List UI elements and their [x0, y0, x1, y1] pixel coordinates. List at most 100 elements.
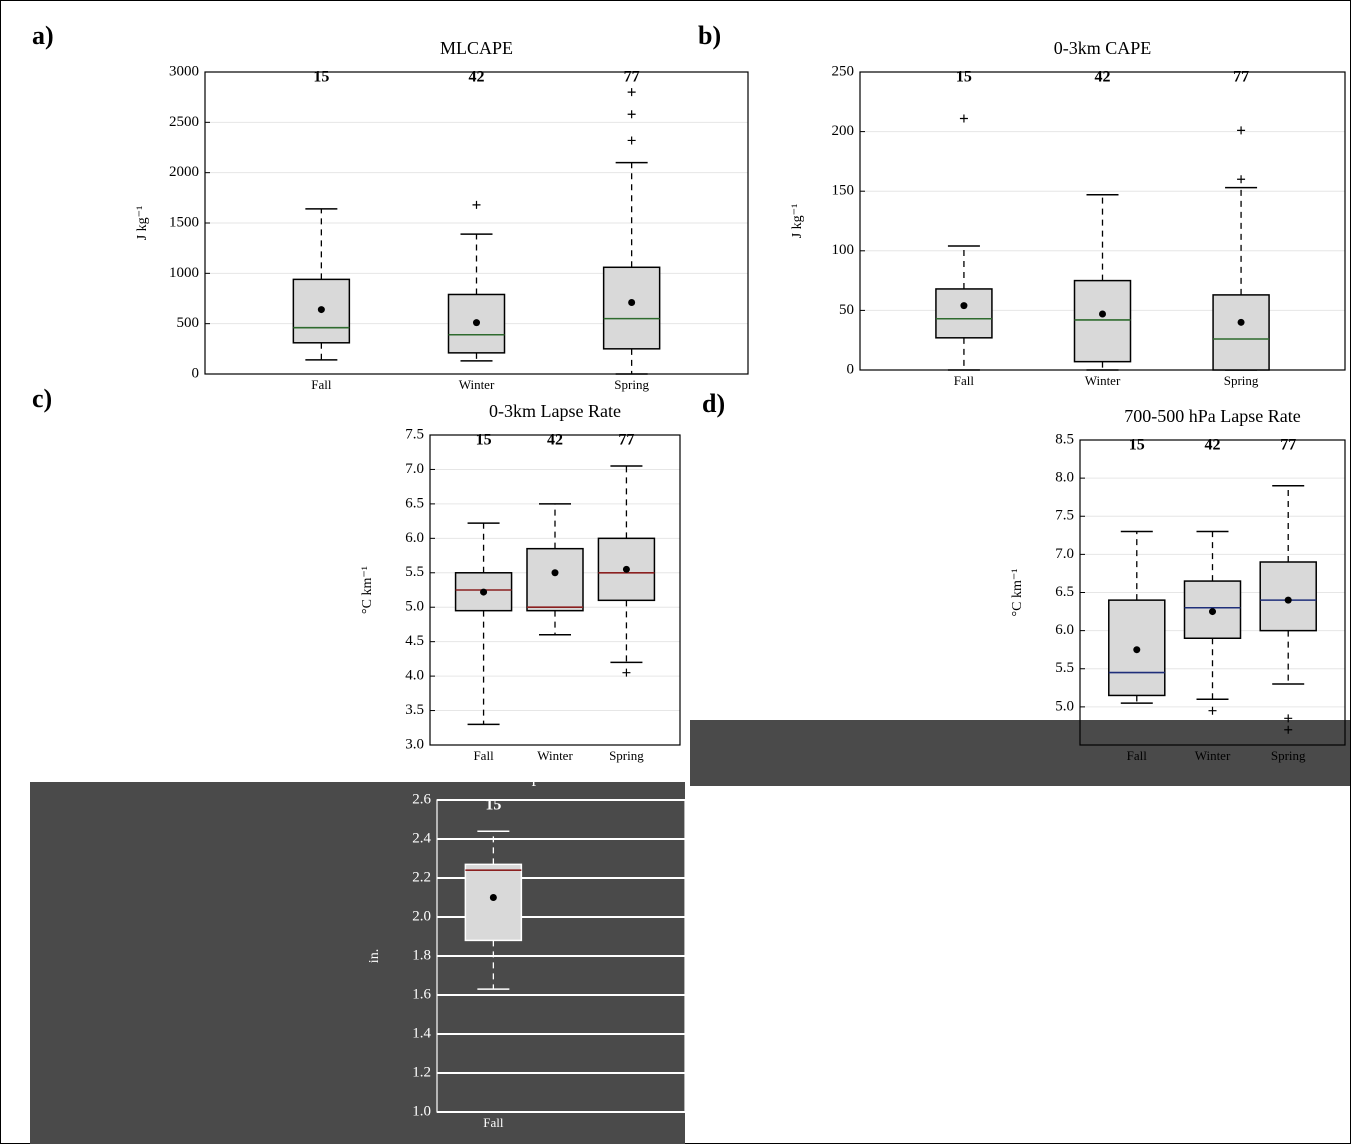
y-tick-label: 2.0 — [412, 908, 431, 924]
count-label: 42 — [1095, 69, 1111, 86]
count-label: 77 — [624, 69, 640, 86]
count-label: 15 — [313, 69, 329, 86]
y-tick-label: 7.0 — [405, 461, 424, 477]
panel-label: b) — [698, 21, 721, 50]
y-tick-label: 3000 — [169, 63, 199, 79]
y-tick-label: 8.0 — [1055, 470, 1074, 486]
flier — [1284, 725, 1293, 734]
box — [1259, 561, 1317, 632]
y-tick-label: 0 — [192, 365, 200, 381]
y-tick-label: 2.4 — [412, 830, 431, 846]
mean-marker — [1284, 596, 1292, 604]
y-tick-label: 8.5 — [1055, 431, 1074, 447]
count-label: 15 — [956, 69, 972, 86]
mean-marker — [551, 569, 559, 577]
y-tick-label: 500 — [177, 315, 200, 331]
dark-strip — [690, 720, 1350, 786]
y-axis-label: in. — [367, 949, 382, 963]
y-axis-label: J kg⁻¹ — [135, 206, 150, 241]
y-tick-label: 3.0 — [405, 736, 424, 752]
flier — [627, 110, 636, 119]
y-tick-label: 7.5 — [1055, 508, 1074, 524]
mean-marker — [317, 306, 325, 314]
x-tick-label: Winter — [459, 377, 495, 392]
flier — [1237, 126, 1246, 135]
y-tick-label: 1000 — [169, 265, 199, 281]
flier — [959, 114, 968, 123]
y-tick-label: 1.6 — [412, 986, 431, 1002]
y-axis-label: °C km⁻¹ — [360, 566, 375, 614]
y-tick-label: 5.5 — [1055, 660, 1074, 676]
y-tick-label: 3.5 — [405, 702, 424, 718]
chart-title: Precipitable Water — [495, 766, 628, 786]
x-tick-label: Fall — [473, 748, 494, 763]
x-tick-label: Spring — [1224, 373, 1259, 388]
count-label: 15 — [476, 432, 492, 449]
y-tick-label: 2.6 — [412, 791, 431, 807]
y-tick-label: 6.5 — [405, 495, 424, 511]
x-tick-label: Spring — [609, 748, 644, 763]
mean-marker — [1209, 608, 1216, 616]
y-tick-label: 2000 — [169, 164, 199, 180]
mean-marker — [1133, 646, 1141, 654]
y-tick-label: 1.0 — [412, 1103, 431, 1119]
flier — [1208, 706, 1217, 715]
mean-marker — [960, 302, 968, 310]
y-tick-label: 50 — [839, 302, 854, 318]
flier — [622, 668, 631, 677]
mean-marker — [489, 894, 497, 901]
panel-label: d) — [702, 389, 725, 418]
chart-title: MLCAPE — [440, 38, 513, 58]
y-tick-label: 100 — [832, 242, 855, 258]
mean-marker — [473, 319, 480, 327]
box — [526, 547, 584, 612]
y-tick-label: 6.0 — [405, 530, 424, 546]
y-tick-label: 150 — [832, 183, 855, 199]
x-tick-label: Winter — [537, 748, 573, 763]
flier — [1284, 714, 1293, 723]
count-label: 77 — [1280, 437, 1296, 454]
mean-marker — [480, 588, 488, 596]
box — [1073, 279, 1132, 363]
y-tick-label: 5.5 — [405, 564, 424, 580]
plot-frame — [1079, 439, 1346, 746]
flier — [627, 136, 636, 145]
y-tick-label: 5.0 — [1055, 698, 1074, 714]
y-tick-label: 200 — [832, 123, 855, 139]
y-tick-label: 7.5 — [405, 426, 424, 442]
flier — [627, 88, 636, 97]
y-tick-label: 7.0 — [1055, 546, 1074, 562]
y-tick-label: 1.4 — [412, 1025, 431, 1041]
chart-title: 0-3km CAPE — [1054, 38, 1152, 58]
mean-marker — [1099, 310, 1106, 318]
box — [935, 288, 993, 339]
box — [602, 266, 661, 350]
count-label: 77 — [1233, 69, 1249, 86]
x-tick-label: Spring — [614, 377, 649, 392]
mean-marker — [622, 565, 630, 573]
flier — [1237, 175, 1246, 184]
y-tick-label: 5.0 — [405, 599, 424, 615]
y-tick-label: 250 — [832, 63, 855, 79]
plot-frame — [429, 434, 681, 746]
count-label: 42 — [1205, 437, 1221, 454]
y-axis-label: J kg⁻¹ — [790, 204, 805, 239]
chart-title: 0-3km Lapse Rate — [489, 401, 621, 421]
box — [464, 863, 523, 942]
y-tick-label: 6.0 — [1055, 622, 1074, 638]
plot-frame — [204, 71, 749, 375]
x-tick-label: Fall — [1127, 748, 1148, 763]
box — [1212, 294, 1270, 371]
y-tick-label: 1500 — [169, 214, 199, 230]
chart-title: 700-500 hPa Lapse Rate — [1124, 406, 1300, 426]
y-tick-label: 4.0 — [405, 668, 424, 684]
x-tick-label: Winter — [1085, 373, 1121, 388]
y-tick-label: 2.2 — [412, 869, 431, 885]
y-tick-label: 1.2 — [412, 1064, 431, 1080]
plot-frame — [436, 799, 686, 1113]
count-label: 15 — [1129, 437, 1145, 454]
mean-marker — [1237, 318, 1245, 326]
flier — [472, 200, 481, 209]
x-tick-label: Fall — [311, 377, 332, 392]
